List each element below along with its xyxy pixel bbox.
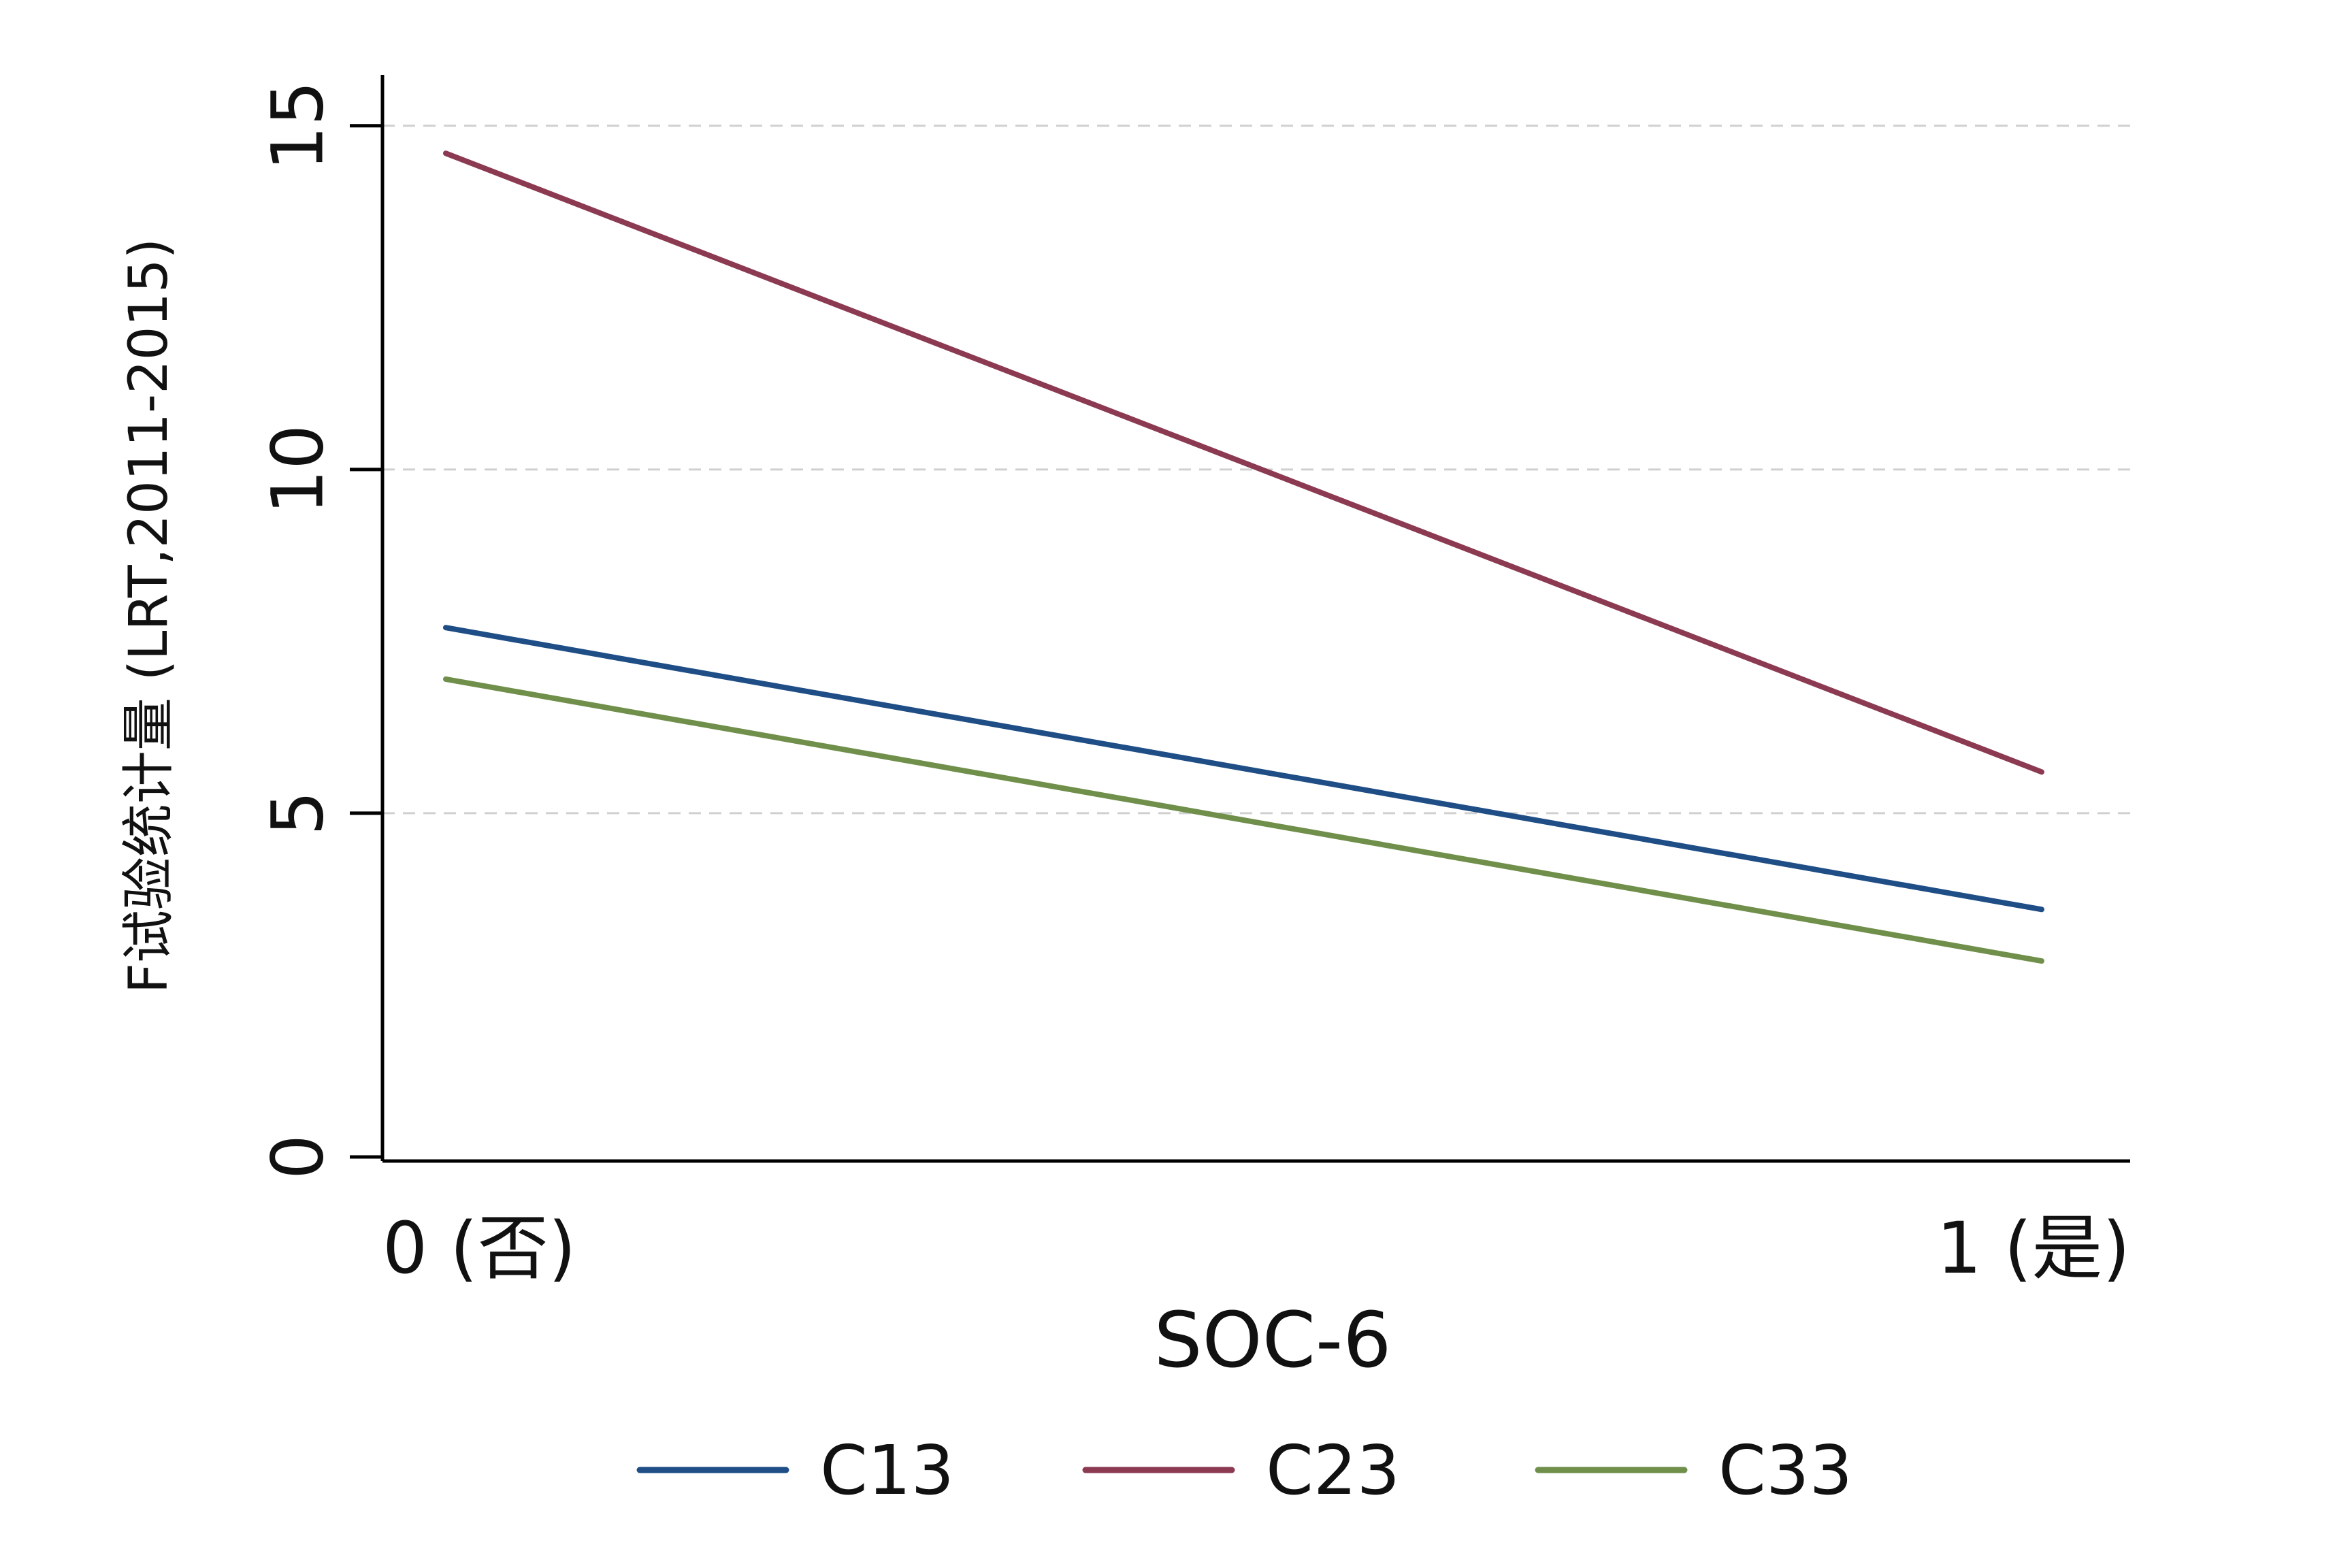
y-tick-label: 0 (256, 1134, 339, 1179)
y-tick-label: 10 (256, 425, 339, 514)
series-line-c13 (443, 625, 2044, 913)
y-tick-label: 5 (256, 791, 339, 836)
y-axis-title: F试验统计量 (LRT,2011-2015) (118, 238, 180, 994)
series-line-c33 (443, 676, 2044, 964)
legend-label-c33: C33 (1718, 1431, 1852, 1510)
series-line-c23 (443, 150, 2044, 775)
x-axis-title: SOC-6 (1154, 1296, 1391, 1385)
y-tick-label: 15 (256, 81, 339, 171)
gridlines (382, 125, 2130, 815)
legend: C13 C23 C33 (636, 1431, 1852, 1510)
legend-label-c23: C23 (1266, 1431, 1400, 1510)
x-tick-label: 0 (否) (382, 1207, 576, 1290)
legend-label-c13: C13 (820, 1431, 954, 1510)
x-tick-label: 1 (是) (1937, 1207, 2130, 1290)
series-lines (443, 150, 2044, 964)
y-ticks: 0 5 10 15 (256, 81, 382, 1179)
